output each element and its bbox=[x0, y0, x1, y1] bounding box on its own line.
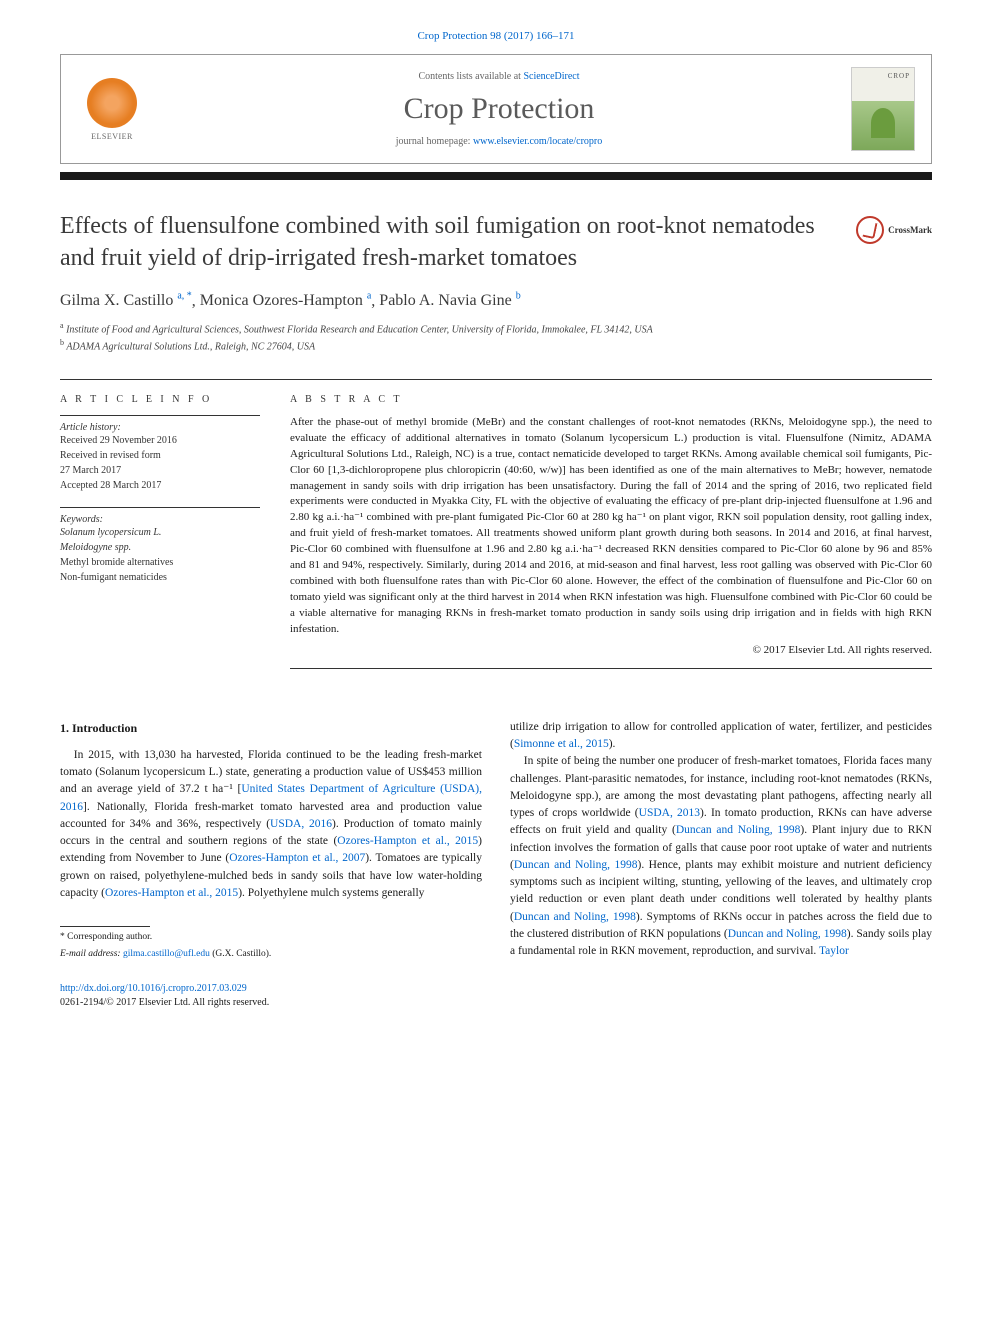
elsevier-logo: ELSEVIER bbox=[77, 69, 147, 149]
journal-header: ELSEVIER Contents lists available at Sci… bbox=[60, 54, 932, 164]
citation-link[interactable]: Simonne et al., 2015 bbox=[514, 738, 609, 750]
body-paragraph: In spite of being the number one produce… bbox=[510, 753, 932, 960]
author: Pablo A. Navia Gine b bbox=[379, 292, 520, 309]
sciencedirect-link[interactable]: ScienceDirect bbox=[523, 71, 579, 82]
contents-available-line: Contents lists available at ScienceDirec… bbox=[147, 71, 851, 82]
crossmark-label: CrossMark bbox=[888, 225, 932, 235]
citation-link[interactable]: Duncan and Noling, 1998 bbox=[728, 928, 847, 940]
article-info-heading: A R T I C L E I N F O bbox=[60, 394, 260, 405]
author: Gilma X. Castillo a, * bbox=[60, 292, 192, 309]
article-history-block: Article history: Received 29 November 20… bbox=[60, 415, 260, 493]
citation-link[interactable]: Ozores-Hampton et al., 2007 bbox=[229, 852, 365, 864]
affiliations: a Institute of Food and Agricultural Sci… bbox=[60, 320, 932, 355]
journal-homepage-link[interactable]: www.elsevier.com/locate/cropro bbox=[473, 136, 602, 147]
body-column-right: utilize drip irrigation to allow for con… bbox=[510, 719, 932, 1010]
divider bbox=[60, 379, 932, 380]
journal-cover-thumbnail bbox=[851, 67, 915, 151]
elsevier-tree-icon bbox=[87, 78, 137, 128]
abstract-heading: A B S T R A C T bbox=[290, 394, 932, 405]
email-link[interactable]: gilma.castillo@ufl.edu bbox=[123, 949, 210, 959]
journal-name: Crop Protection bbox=[147, 92, 851, 126]
citation-link[interactable]: USDA, 2016 bbox=[270, 818, 332, 830]
issn-copyright: 0261-2194/© 2017 Elsevier Ltd. All right… bbox=[60, 997, 269, 1008]
email-footnote: E-mail address: gilma.castillo@ufl.edu (… bbox=[60, 948, 482, 961]
body-column-left: 1. Introduction In 2015, with 13,030 ha … bbox=[60, 719, 482, 1010]
journal-citation: Crop Protection 98 (2017) 166–171 bbox=[60, 30, 932, 42]
citation-link[interactable]: Ozores-Hampton et al., 2015 bbox=[105, 887, 238, 899]
authors-line: Gilma X. Castillo a, *, Monica Ozores-Ha… bbox=[60, 291, 932, 310]
crossmark-badge[interactable]: CrossMark bbox=[856, 216, 932, 244]
footnote-separator bbox=[60, 926, 150, 927]
author: Monica Ozores-Hampton a bbox=[200, 292, 372, 309]
corresponding-author-note: * Corresponding author. bbox=[60, 931, 482, 944]
abstract-text: After the phase-out of methyl bromide (M… bbox=[290, 415, 932, 638]
citation-link[interactable]: USDA, 2013 bbox=[639, 807, 700, 819]
doi-block: http://dx.doi.org/10.1016/j.cropro.2017.… bbox=[60, 982, 482, 1010]
citation-link[interactable]: Duncan and Noling, 1998 bbox=[676, 824, 801, 836]
abstract-column: A B S T R A C T After the phase-out of m… bbox=[290, 394, 932, 669]
body-paragraph: utilize drip irrigation to allow for con… bbox=[510, 719, 932, 754]
affiliation: b ADAMA Agricultural Solutions Ltd., Ral… bbox=[60, 337, 932, 354]
crossmark-icon bbox=[856, 216, 884, 244]
elsevier-label: ELSEVIER bbox=[91, 132, 133, 141]
journal-homepage-line: journal homepage: www.elsevier.com/locat… bbox=[147, 136, 851, 147]
article-title: Effects of fluensulfone combined with so… bbox=[60, 210, 836, 275]
citation-link[interactable]: Duncan and Noling, 1998 bbox=[514, 859, 638, 871]
keywords-block: Keywords: Solanum lycopersicum L. Meloid… bbox=[60, 507, 260, 585]
body-two-column: 1. Introduction In 2015, with 13,030 ha … bbox=[60, 719, 932, 1010]
affiliation: a Institute of Food and Agricultural Sci… bbox=[60, 320, 932, 337]
doi-link[interactable]: http://dx.doi.org/10.1016/j.cropro.2017.… bbox=[60, 983, 247, 994]
citation-link[interactable]: Ozores-Hampton et al., 2015 bbox=[337, 835, 478, 847]
section-heading: 1. Introduction bbox=[60, 719, 482, 737]
citation-link[interactable]: Duncan and Noling, 1998 bbox=[514, 911, 636, 923]
article-info-column: A R T I C L E I N F O Article history: R… bbox=[60, 394, 260, 669]
abstract-copyright: © 2017 Elsevier Ltd. All rights reserved… bbox=[290, 644, 932, 656]
divider bbox=[290, 668, 932, 669]
body-paragraph: In 2015, with 13,030 ha harvested, Flori… bbox=[60, 747, 482, 902]
citation-link[interactable]: Taylor bbox=[819, 945, 849, 957]
header-divider-bar bbox=[60, 172, 932, 180]
